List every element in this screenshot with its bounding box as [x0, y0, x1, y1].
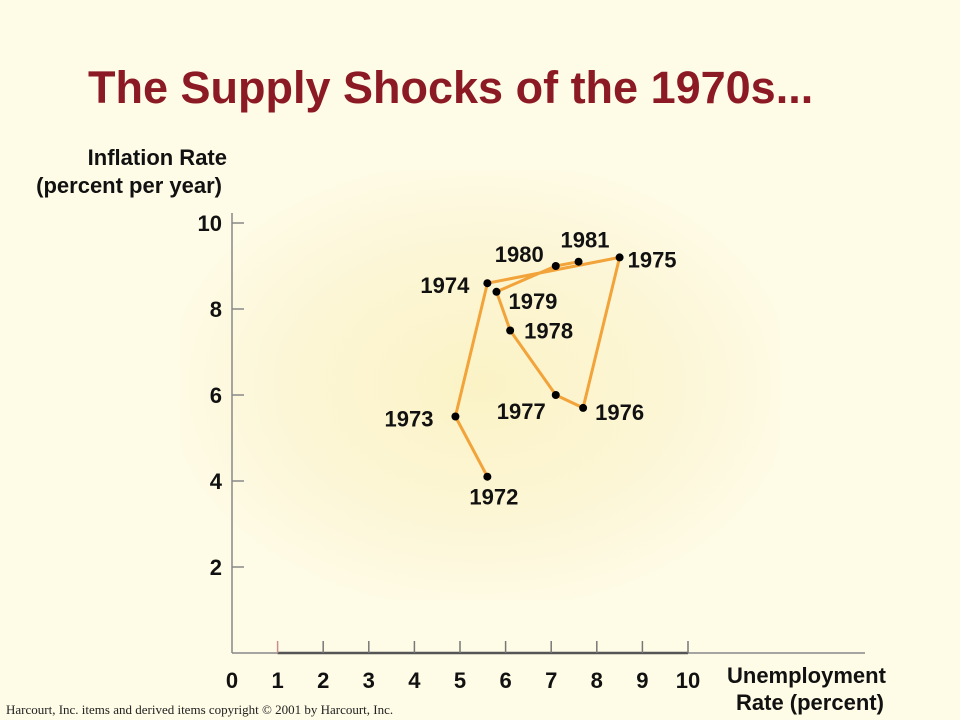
- y-axis-title-line-1: Inflation Rate: [87, 145, 227, 170]
- series-line: [453, 255, 622, 478]
- data-label-1981: 1981: [561, 228, 610, 253]
- data-point-1976: [579, 403, 588, 412]
- data-point-1977: [551, 391, 560, 399]
- data-point-1978: [506, 326, 515, 335]
- y-tick-label: 2: [210, 555, 222, 580]
- data-point-1972: [483, 472, 492, 481]
- data-label-1974: 1974: [420, 273, 470, 298]
- x-tick-label: 4: [408, 668, 421, 693]
- data-label-1979: 1979: [508, 289, 557, 314]
- data-point-1980: [551, 262, 560, 270]
- x-tick-label: 9: [636, 668, 648, 693]
- data-label-1980: 1980: [495, 242, 544, 267]
- data-point-1981: [574, 257, 583, 266]
- x-axis-title-line-1: Unemployment: [727, 663, 886, 688]
- x-tick-label: 8: [591, 668, 603, 693]
- x-tick-label: 2: [317, 668, 329, 693]
- data-point-1979: [492, 287, 501, 296]
- data-label-1978: 1978: [524, 319, 573, 344]
- x-tick-label: 10: [676, 668, 700, 693]
- y-axis-title-line-2: (percent per year): [36, 173, 222, 198]
- copyright-footer: Harcourt, Inc. items and derived items c…: [6, 702, 394, 717]
- data-label-1972: 1972: [469, 485, 518, 510]
- data-label-1973: 1973: [384, 407, 433, 432]
- y-tick-label: 6: [210, 383, 222, 408]
- data-point-1973: [451, 412, 460, 421]
- x-tick-label: 6: [499, 668, 511, 693]
- y-tick-label: 10: [198, 211, 222, 236]
- data-label-1977: 1977: [497, 399, 546, 424]
- x-tick-label: 1: [271, 668, 283, 693]
- x-tick-label: 7: [545, 668, 557, 693]
- x-tick-label: 0: [226, 668, 238, 693]
- x-tick-label: 5: [454, 668, 466, 693]
- chart-title: The Supply Shocks of the 1970s...: [88, 62, 814, 113]
- data-point-1974: [483, 279, 492, 288]
- y-tick-label: 8: [210, 297, 222, 322]
- data-point-1975: [615, 253, 624, 262]
- x-axis-title-line-2: Rate (percent): [736, 690, 884, 715]
- background-glow: [180, 170, 780, 600]
- y-tick-label: 4: [210, 469, 223, 494]
- data-label-1976: 1976: [595, 400, 644, 425]
- x-tick-label: 3: [363, 668, 375, 693]
- data-label-1975: 1975: [628, 247, 677, 272]
